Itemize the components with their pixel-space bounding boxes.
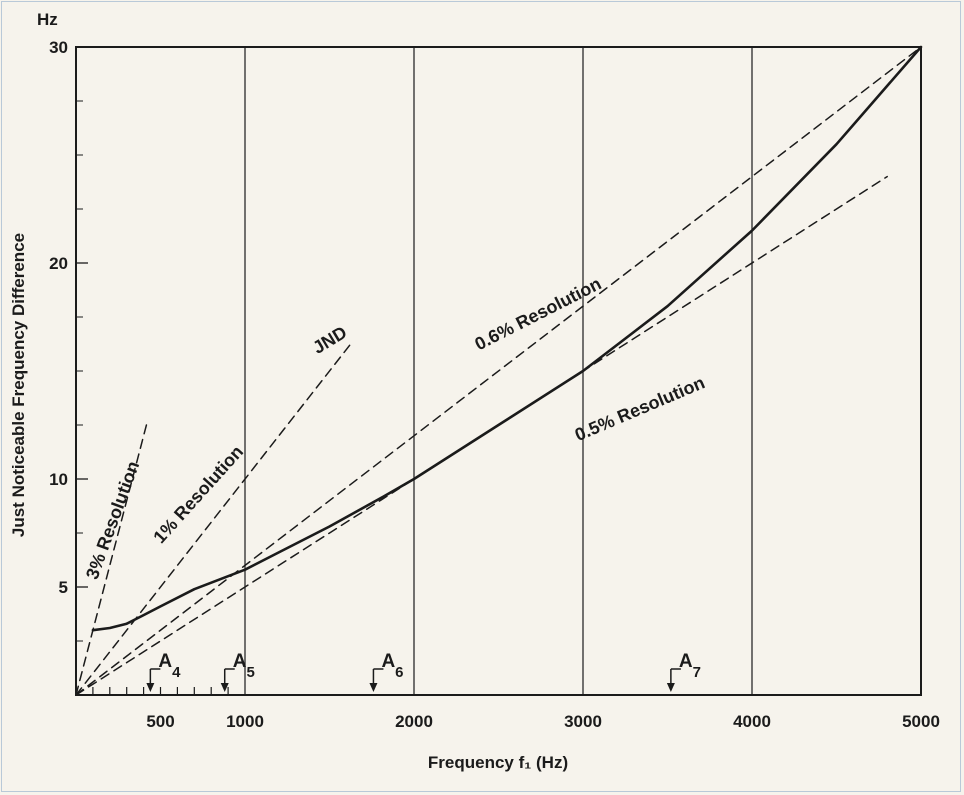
marker-label: A5	[233, 651, 255, 681]
x-tick-label: 5000	[902, 712, 940, 731]
series-label-3: 0.6% Resolution	[472, 273, 605, 354]
series-line-3	[75, 46, 922, 696]
note-marker-A6: A6	[369, 651, 404, 692]
series-line-4	[75, 175, 888, 696]
marker-label-base: A	[233, 651, 247, 672]
y-unit-label: Hz	[37, 10, 58, 29]
marker-arrowhead	[666, 683, 675, 692]
marker-arrowhead	[369, 683, 378, 692]
x-tick-label: 500	[146, 712, 174, 731]
note-marker-A7: A7	[666, 651, 701, 692]
y-tick-label: 10	[49, 470, 68, 489]
tick-labels: 500 1000 2000 3000 4000 5000 5 10 20 30	[49, 38, 940, 731]
y-tick-label: 20	[49, 254, 68, 273]
marker-label: A7	[679, 651, 701, 681]
marker-label: A6	[381, 651, 403, 681]
series-label-1: 3% Resolution	[82, 458, 143, 581]
marker-label-base: A	[679, 651, 693, 672]
marker-arrowhead	[146, 683, 155, 692]
x-tick-label: 3000	[564, 712, 602, 731]
marker-label: A4	[158, 651, 181, 681]
note-marker-A4: A4	[146, 651, 181, 692]
series-label-4: 0.5% Resolution	[572, 372, 708, 445]
plot-area-border	[75, 46, 922, 696]
y-axis-label: Just Noticeable Frequency Difference	[9, 233, 28, 537]
marker-arrowhead	[220, 683, 229, 692]
note-marker-A5: A5	[220, 651, 255, 692]
y-tick-label: 5	[59, 578, 68, 597]
marker-label-subscript: 7	[693, 664, 701, 681]
marker-label-subscript: 4	[172, 664, 181, 681]
series-line-0	[91, 45, 923, 632]
marker-label-subscript: 5	[246, 664, 254, 681]
marker-label-subscript: 6	[395, 664, 403, 681]
marker-label-base: A	[158, 651, 172, 672]
x-tick-label: 4000	[733, 712, 771, 731]
series	[75, 45, 923, 696]
x-tick-label: 2000	[395, 712, 433, 731]
series-line-1	[75, 422, 148, 696]
marker-label-base: A	[381, 651, 395, 672]
y-tick-label: 30	[49, 38, 68, 57]
x-tick-label: 1000	[226, 712, 264, 731]
x-axis-label: Frequency f₁ (Hz)	[428, 753, 568, 772]
